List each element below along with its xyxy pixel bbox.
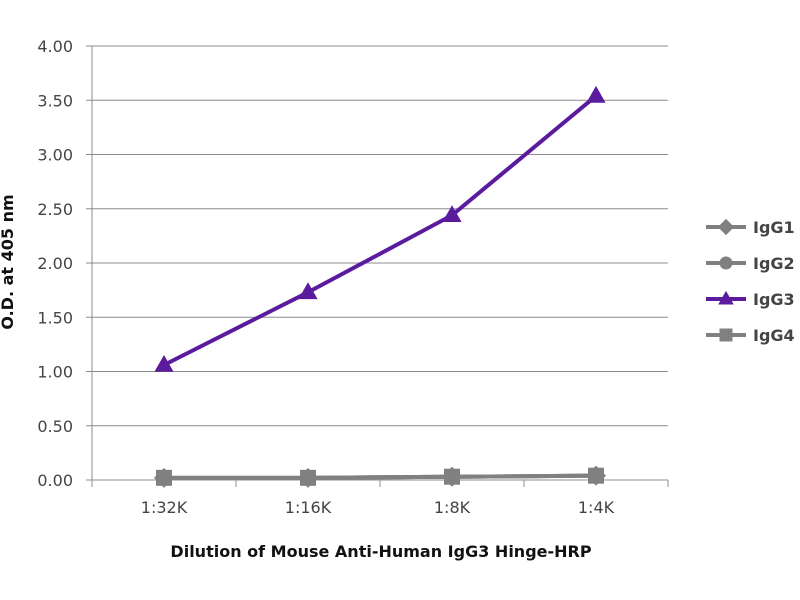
y-tick-label: 3.50 xyxy=(37,91,73,110)
data-point-igg3 xyxy=(298,282,318,300)
series-line-igg3 xyxy=(162,93,598,367)
legend-label-igg4: IgG4 xyxy=(753,326,795,345)
legend-label-igg2: IgG2 xyxy=(753,254,795,273)
legend-item-igg4: IgG4 xyxy=(706,326,795,345)
legend-item-igg3: IgG3 xyxy=(706,290,795,309)
y-tick-label: 0.50 xyxy=(37,417,73,436)
legend-marker-igg4 xyxy=(719,328,733,342)
y-tick-label: 4.00 xyxy=(37,37,73,56)
legend-marker-igg3 xyxy=(718,290,734,305)
y-tick-label: 2.00 xyxy=(37,254,73,273)
y-axis-title: O.D. at 405 nm xyxy=(0,194,17,329)
x-axis-ticks: 1:32K 1:16K 1:8K 1:4K xyxy=(141,498,615,517)
gridlines xyxy=(86,45,669,487)
x-tick-label: 1:32K xyxy=(141,498,188,517)
y-axis-ticks: 0.00 0.50 1.00 1.50 2.00 2.50 3.00 3.50 4.00 xyxy=(37,37,73,490)
y-tick-label: 1.00 xyxy=(37,363,73,382)
y-tick-label: 0.00 xyxy=(37,471,73,490)
data-point-igg4 xyxy=(156,469,172,486)
legend-label-igg3: IgG3 xyxy=(753,290,795,309)
legend-marker-igg1 xyxy=(717,218,735,236)
legend-item-igg2: IgG2 xyxy=(706,254,795,273)
y-tick-label: 3.00 xyxy=(37,146,73,165)
legend-item-igg1: IgG1 xyxy=(706,218,795,237)
y-tick-label: 2.50 xyxy=(37,200,73,219)
data-point-igg4 xyxy=(444,468,460,485)
plot-series xyxy=(154,85,606,488)
data-point-igg4 xyxy=(588,467,604,484)
x-axis-title: Dilution of Mouse Anti-Human IgG3 Hinge-… xyxy=(170,542,591,561)
y-tick-label: 1.50 xyxy=(37,308,73,327)
data-point-igg4 xyxy=(300,469,316,486)
data-point-igg3 xyxy=(154,354,174,372)
data-point-igg3 xyxy=(586,85,606,103)
data-point-igg3 xyxy=(442,205,462,223)
legend: IgG1 IgG2 IgG3 IgG4 xyxy=(706,218,795,345)
x-tick-label: 1:4K xyxy=(578,498,615,517)
legend-label-igg1: IgG1 xyxy=(753,218,795,237)
legend-marker-igg2 xyxy=(719,256,733,270)
x-tick-label: 1:8K xyxy=(434,498,471,517)
series-line-igg4 xyxy=(162,473,598,480)
x-tick-label: 1:16K xyxy=(285,498,332,517)
